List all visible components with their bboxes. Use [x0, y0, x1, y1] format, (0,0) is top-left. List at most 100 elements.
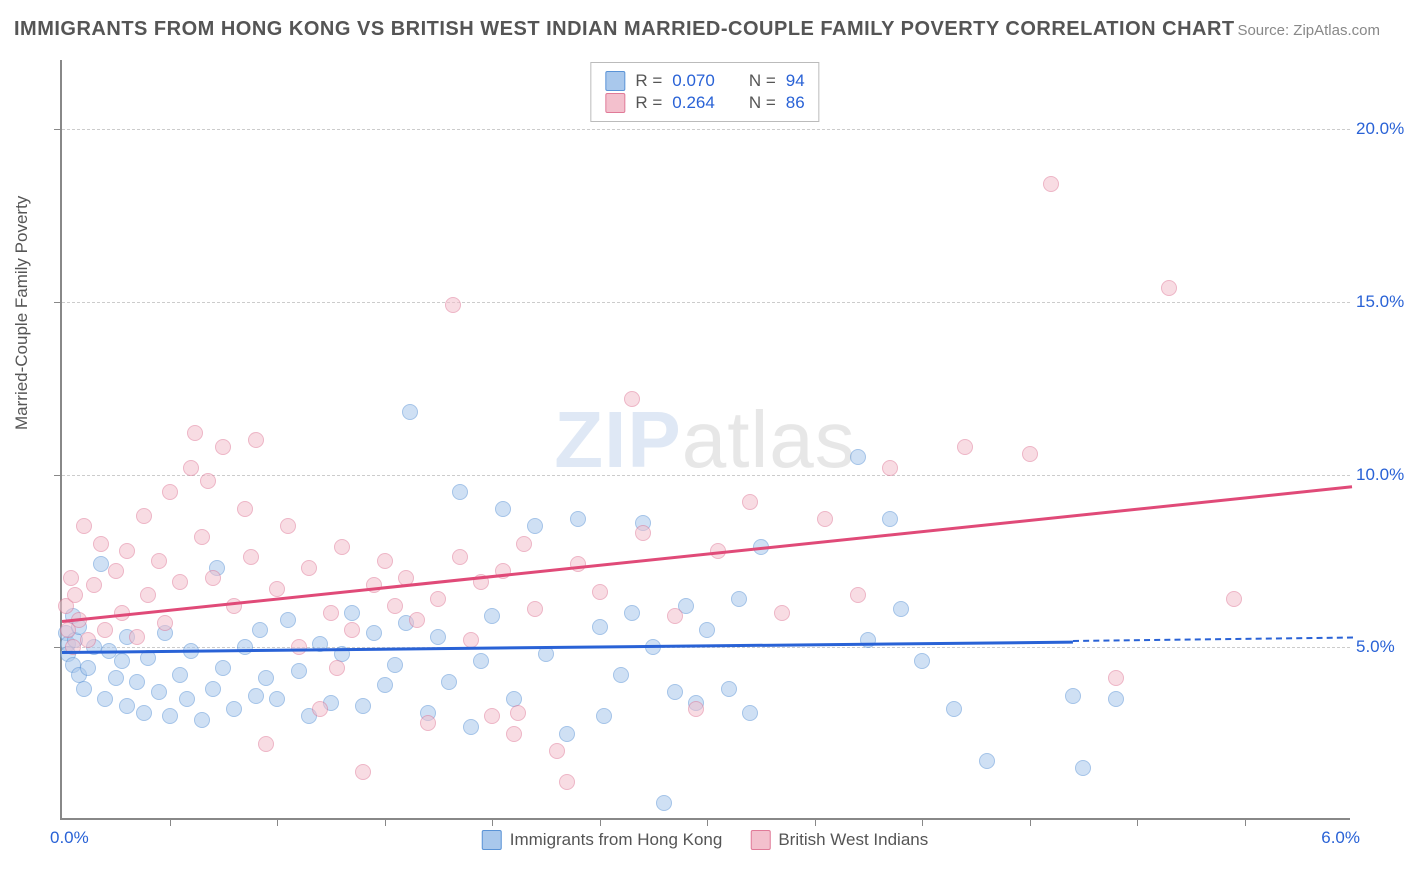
bwi-point: [334, 539, 350, 555]
bwi-point: [430, 591, 446, 607]
bwi-point: [151, 553, 167, 569]
legend-item-hk: Immigrants from Hong Kong: [482, 830, 723, 850]
bwi-point: [140, 587, 156, 603]
bwi-point: [1108, 670, 1124, 686]
x-tick-mark: [170, 818, 171, 826]
y-tick-label: 20.0%: [1356, 119, 1406, 139]
bwi-point: [226, 598, 242, 614]
hk-point: [280, 612, 296, 628]
gridline: [62, 475, 1350, 476]
hk-point: [172, 667, 188, 683]
legend-row-hk: R = 0.070N = 94: [605, 71, 804, 91]
bwi-point: [312, 701, 328, 717]
bwi-point: [76, 518, 92, 534]
bwi-point: [1022, 446, 1038, 462]
bwi-point: [215, 439, 231, 455]
scatter-plot: ZIPatlas 5.0%10.0%15.0%20.0% 0.0% 6.0% R…: [60, 60, 1350, 820]
bwi-point: [63, 570, 79, 586]
x-tick-mark: [600, 818, 601, 826]
bwi-point: [97, 622, 113, 638]
hk-point: [93, 556, 109, 572]
bwi-point: [742, 494, 758, 510]
hk-point: [162, 708, 178, 724]
bwi-point: [506, 726, 522, 742]
hk-point: [1075, 760, 1091, 776]
hk-point: [441, 674, 457, 690]
hk-point: [387, 657, 403, 673]
hk-point: [463, 719, 479, 735]
hk-point: [248, 688, 264, 704]
bwi-point: [1043, 176, 1059, 192]
bwi-point: [366, 577, 382, 593]
bwi-point: [592, 584, 608, 600]
x-tick-mark: [1030, 818, 1031, 826]
hk-point: [237, 639, 253, 655]
hk-point: [667, 684, 683, 700]
hk-point: [484, 608, 500, 624]
x-tick-mark: [922, 818, 923, 826]
hk-point: [742, 705, 758, 721]
bwi-point: [624, 391, 640, 407]
x-tick-max: 6.0%: [1321, 828, 1360, 848]
hk-point: [559, 726, 575, 742]
bwi-point: [549, 743, 565, 759]
hk-point: [946, 701, 962, 717]
bwi-point: [291, 639, 307, 655]
hk-point: [979, 753, 995, 769]
chart-title: IMMIGRANTS FROM HONG KONG VS BRITISH WES…: [14, 18, 1235, 41]
bwi-point: [559, 774, 575, 790]
y-tick-label: 15.0%: [1356, 292, 1406, 312]
bwi-point: [420, 715, 436, 731]
legend-item-bwi: British West Indians: [750, 830, 928, 850]
bwi-point: [817, 511, 833, 527]
hk-point: [269, 691, 285, 707]
bwi-point: [1161, 280, 1177, 296]
bwi-point: [205, 570, 221, 586]
bwi-point: [248, 432, 264, 448]
bwi-point: [409, 612, 425, 628]
gridline: [62, 302, 1350, 303]
x-tick-mark: [1245, 818, 1246, 826]
bwi-point: [344, 622, 360, 638]
hk-point: [108, 670, 124, 686]
bwi-point: [667, 608, 683, 624]
bwi-point: [119, 543, 135, 559]
bwi-point: [194, 529, 210, 545]
hk-point: [377, 677, 393, 693]
hk-point: [129, 674, 145, 690]
hk-point: [344, 605, 360, 621]
bwi-point: [387, 598, 403, 614]
hk-point: [215, 660, 231, 676]
hk-point: [430, 629, 446, 645]
bwi-point: [323, 605, 339, 621]
bwi-point: [86, 577, 102, 593]
hk-point: [860, 632, 876, 648]
bwi-point: [301, 560, 317, 576]
x-tick-mark: [277, 818, 278, 826]
bwi-point: [510, 705, 526, 721]
bwi-point: [237, 501, 253, 517]
bwi-point: [688, 701, 704, 717]
y-tick-label: 5.0%: [1356, 637, 1406, 657]
bwi-point: [484, 708, 500, 724]
hk-point: [366, 625, 382, 641]
hk-point: [624, 605, 640, 621]
bwi-point: [570, 556, 586, 572]
bwi-point: [355, 764, 371, 780]
bwi-point: [329, 660, 345, 676]
series-legend: Immigrants from Hong Kong British West In…: [482, 830, 929, 850]
hk-point: [97, 691, 113, 707]
hk-point: [136, 705, 152, 721]
legend-row-bwi: R = 0.264N = 86: [605, 93, 804, 113]
bwi-point: [516, 536, 532, 552]
bwi-point: [187, 425, 203, 441]
x-tick-mark: [1137, 818, 1138, 826]
hk-point: [194, 712, 210, 728]
hk-point: [355, 698, 371, 714]
bwi-point: [1226, 591, 1242, 607]
bwi-point: [280, 518, 296, 534]
hk-point: [452, 484, 468, 500]
bwi-point: [774, 605, 790, 621]
bwi-point: [136, 508, 152, 524]
hk-point: [731, 591, 747, 607]
